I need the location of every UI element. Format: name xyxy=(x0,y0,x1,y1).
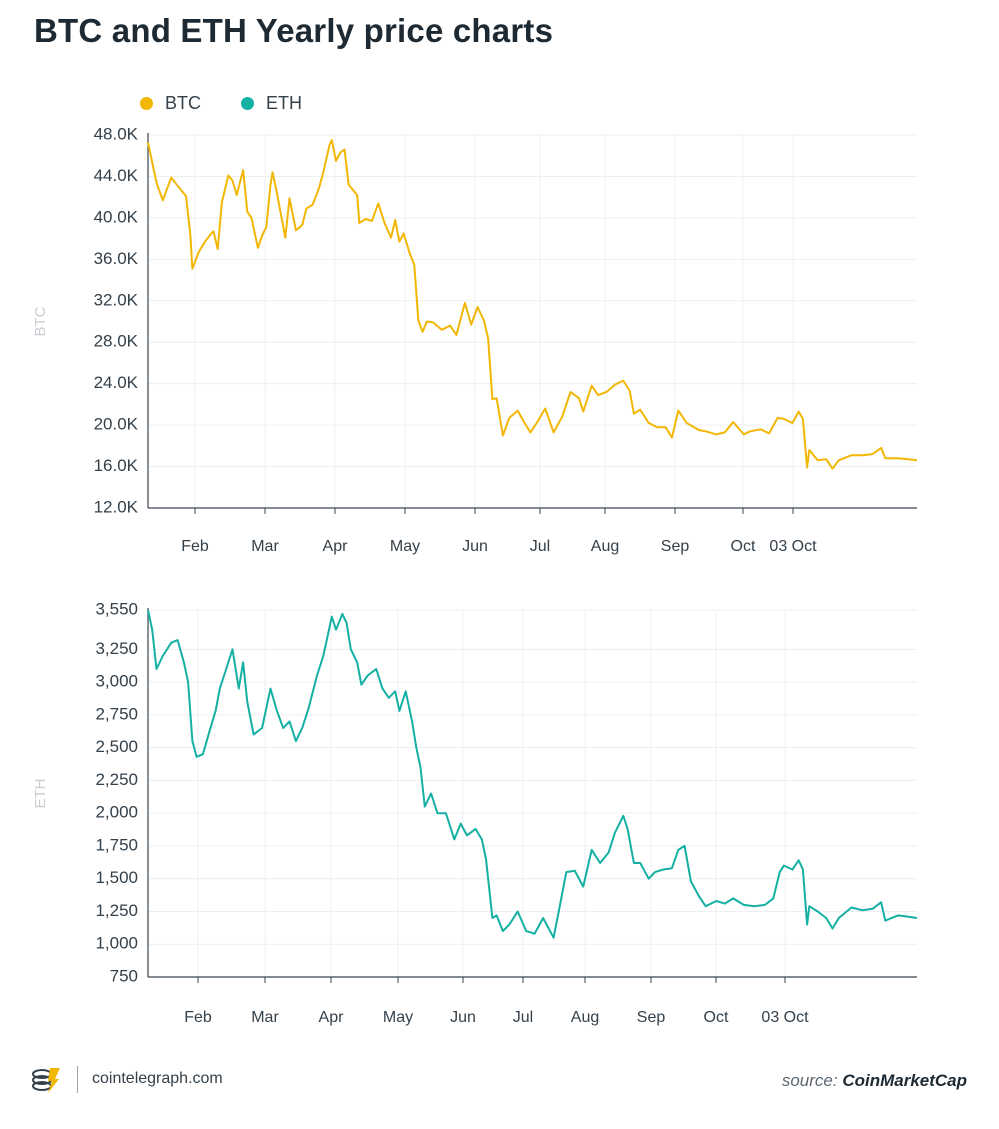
eth-ytick-label: 750 xyxy=(110,966,138,985)
btc-ytick-label: 20.0K xyxy=(94,415,139,434)
source-name: CoinMarketCap xyxy=(842,1071,967,1090)
eth-xtick-label: Aug xyxy=(571,1009,599,1026)
cointelegraph-logo-icon xyxy=(30,1066,62,1094)
eth-ytick-label: 2,500 xyxy=(95,737,138,756)
btc-xtick-label: Mar xyxy=(251,538,279,555)
btc-xtick-label: Jun xyxy=(462,538,488,555)
legend-dot-eth xyxy=(241,97,254,110)
legend-item-btc[interactable]: BTC xyxy=(140,93,201,114)
eth-xtick-label: Apr xyxy=(319,1009,345,1026)
eth-ytick-label: 3,000 xyxy=(95,672,138,691)
btc-xtick-label: Jul xyxy=(530,538,550,555)
btc-xtick-label: Aug xyxy=(591,538,619,555)
btc-ytick-label: 24.0K xyxy=(94,373,139,392)
btc-xtick-label: Oct xyxy=(731,538,756,555)
eth-ytick-label: 2,250 xyxy=(95,770,138,789)
eth-ytick-label: 2,750 xyxy=(95,704,138,723)
legend-dot-btc xyxy=(140,97,153,110)
eth-xtick-label: Jun xyxy=(450,1009,476,1026)
eth-xtick-label: May xyxy=(383,1009,413,1026)
btc-price-line xyxy=(147,139,918,470)
eth-ytick-label: 3,250 xyxy=(95,639,138,658)
legend-label-btc: BTC xyxy=(165,93,201,113)
footer-source: source: CoinMarketCap xyxy=(782,1071,967,1091)
footer-separator xyxy=(77,1066,78,1093)
chart-legend: BTC ETH xyxy=(140,93,302,114)
btc-ytick-label: 40.0K xyxy=(94,207,139,226)
legend-label-eth: ETH xyxy=(266,93,302,113)
source-label: source: xyxy=(781,1071,843,1090)
btc-xtick-label: Sep xyxy=(661,538,690,555)
btc-ytick-label: 36.0K xyxy=(94,249,139,268)
btc-price-chart: 12.0K 16.0K 20.0K 24.0K 28.0K 32.0K 36.0K 40.0K… xyxy=(32,124,918,555)
btc-ytick-label: 12.0K xyxy=(94,497,139,516)
btc-xtick-label: May xyxy=(390,538,420,555)
eth-xtick-label: Jul xyxy=(513,1009,533,1026)
footer-site-link[interactable]: cointelegraph.com xyxy=(92,1070,223,1087)
btc-xtick-label: 03 Oct xyxy=(769,538,817,555)
page-title: BTC and ETH Yearly price charts xyxy=(34,12,554,49)
eth-ytick-label: 2,000 xyxy=(95,803,138,822)
legend-item-eth[interactable]: ETH xyxy=(241,93,302,114)
btc-ytick-label: 48.0K xyxy=(94,124,139,143)
btc-ytick-label: 44.0K xyxy=(94,166,139,185)
eth-xtick-label: Oct xyxy=(704,1009,729,1026)
eth-axis-title: ETH xyxy=(32,779,49,809)
btc-axis-title: BTC xyxy=(32,306,49,336)
eth-price-chart: 750 1,000 1,250 1,500 1,750 2,000 2,250 2,500 2,… xyxy=(32,599,918,1026)
eth-ytick-label: 1,250 xyxy=(95,901,138,920)
eth-ytick-label: 1,500 xyxy=(95,868,138,887)
btc-xtick-label: Apr xyxy=(323,538,349,555)
eth-xtick-label: Mar xyxy=(251,1009,279,1026)
btc-ytick-label: 16.0K xyxy=(94,456,139,475)
eth-xtick-label: 03 Oct xyxy=(761,1009,809,1026)
btc-ytick-label: 28.0K xyxy=(94,332,139,351)
btc-ytick-label: 32.0K xyxy=(94,290,139,309)
eth-xtick-label: Sep xyxy=(637,1009,666,1026)
eth-ytick-label: 3,550 xyxy=(95,599,138,618)
btc-xtick-label: Feb xyxy=(181,538,209,555)
eth-price-line xyxy=(147,609,918,939)
eth-ytick-label: 1,750 xyxy=(95,835,138,854)
eth-xtick-label: Feb xyxy=(184,1009,212,1026)
eth-ytick-label: 1,000 xyxy=(95,934,138,953)
